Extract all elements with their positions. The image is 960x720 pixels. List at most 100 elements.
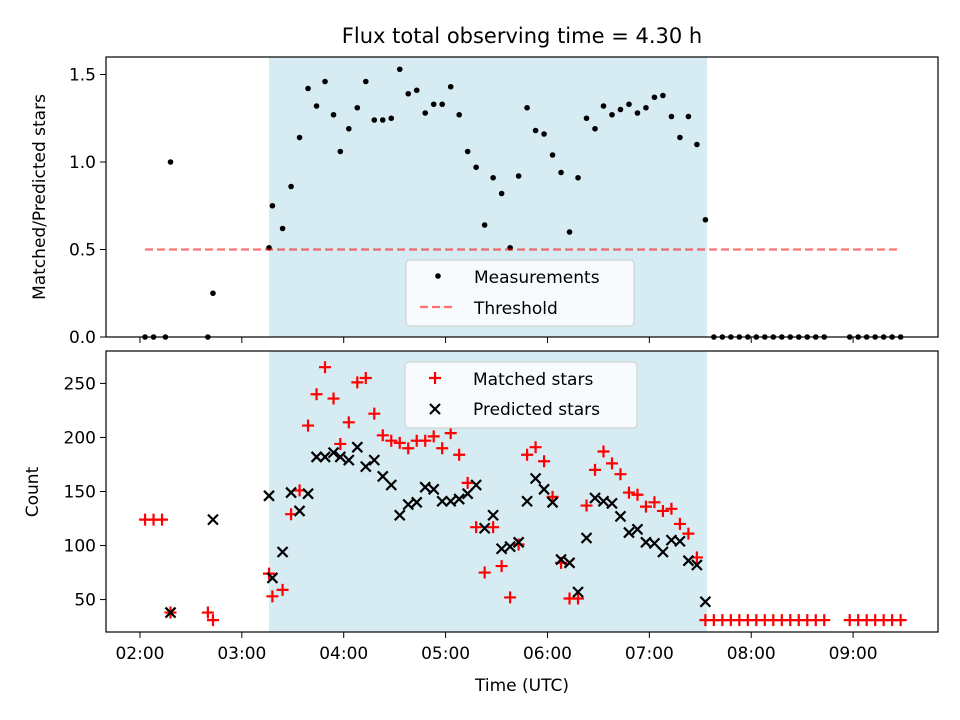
predicted-stars-point [504,540,516,553]
bottom-ytick-label: 50 [74,591,96,611]
legend-marker-predicted [429,403,441,415]
predicted-stars-point [402,498,415,511]
matched-stars-point [648,496,661,509]
measurements-point [558,169,564,176]
matched-stars-point [665,502,678,515]
predicted-stars-point [631,523,644,536]
predicted-stars-point [319,451,331,463]
matched-stars-point [393,436,406,449]
predicted-stars-point [682,554,695,567]
predicted-stars-point [427,483,440,496]
predicted-stars-point [302,487,314,500]
x-axis-label: Time (UTC) [474,676,569,696]
measurements-point [313,103,320,109]
matched-stars-point [538,455,551,468]
x-tick-label: 08:00 [727,644,776,664]
predicted-stars-point [614,510,627,523]
predicted-stars-point [461,487,474,500]
matched-stars-point [470,521,483,534]
measurements-point [322,78,328,85]
matched-stars-point [487,521,500,534]
predicted-stars-point [470,479,482,491]
predicted-stars-point [521,495,533,508]
legend-label-threshold: Threshold [473,299,558,319]
measurements-point [405,90,412,97]
predicted-stars-point [444,495,457,508]
measurements-point [167,159,174,165]
matched-stars-point [495,560,508,573]
measurements-point [422,110,429,116]
measurements-point [702,216,709,223]
measurements-point [413,87,420,94]
chart-title: Flux total observing time = 4.30 h [342,24,702,48]
legend-label-predicted: Predicted stars [473,400,600,420]
predicted-stars-point [393,509,406,522]
predicted-stars-point [487,509,499,522]
measurements-point [337,148,344,155]
measurements-point [685,113,692,120]
measurements-point [694,141,700,148]
matched-stars-point [529,441,542,454]
matched-stars-point [605,457,618,470]
matched-stars-point [266,590,279,603]
matched-stars-point [521,448,534,461]
measurements-point [532,127,539,134]
measurements-point [456,111,462,118]
predicted-stars-point [376,470,389,483]
top-ylabel: Matched/Predicted stars [30,94,50,300]
measurements-point [379,117,386,123]
matched-stars-point [376,429,389,442]
predicted-stars-point [563,557,576,569]
predicted-stars-point [343,454,355,466]
predicted-stars-point [589,492,601,504]
matched-stars-point [351,376,364,389]
measurements-point [677,134,683,141]
bottom-ytick-label: 200 [64,428,96,448]
matched-stars-point [512,538,525,551]
predicted-stars-point [674,535,686,547]
top-legend: Measurements Threshold [405,259,635,327]
predicted-stars-point [546,496,559,509]
measurements-point [592,125,598,132]
predicted-stars-point [410,496,423,509]
predicted-stars-point [699,595,712,608]
top-axes-frame [105,56,939,338]
measurements-point [617,106,624,113]
predicted-stars-point [691,559,703,571]
matched-stars-point [504,591,517,604]
measurements-point [490,174,496,181]
predicted-stars-point [623,526,635,539]
predicted-stars-point [529,472,542,485]
measurements-point [296,134,303,141]
predicted-stars-point [164,606,177,619]
matched-stars-point [818,614,831,627]
predicted-stars-point [293,505,306,517]
matched-stars-point [631,488,644,501]
measurements-point [305,85,311,92]
measurements-point [515,173,522,179]
matched-stars-point [359,372,372,385]
x-tick-label: 07:00 [625,644,674,664]
predicted-stars-point [538,483,550,496]
legend-label-measurements: Measurements [474,268,600,288]
predicted-stars-point [263,490,275,502]
top-ytick-label: 0.0 [69,328,96,348]
matched-stars-point [302,419,315,432]
measurements-point [583,115,590,122]
predicted-stars-point [368,454,381,466]
matched-stars-point [402,442,415,455]
predicted-stars-point [555,553,567,566]
measurements-point [210,290,216,297]
matched-stars-point [276,583,289,596]
predicted-stars-point [580,532,593,544]
x-tick-label: 02:00 [115,644,164,664]
matched-stars-point [622,486,635,499]
measurements-point [524,104,530,111]
matched-stars-point [478,566,491,579]
matched-stars-point [156,513,169,526]
measurements-point [600,103,607,109]
measurements-point [279,225,286,232]
matched-stars-point [206,614,219,627]
measurements-point [668,113,675,120]
